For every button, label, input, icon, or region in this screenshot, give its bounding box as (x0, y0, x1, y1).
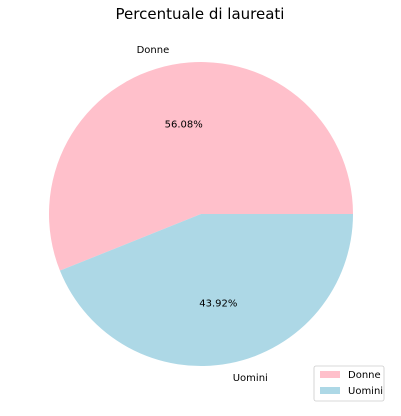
legend: Donne Uomini (313, 365, 385, 402)
percent-label-donne: 56.08% (165, 119, 203, 130)
chart-title: Percentuale di laureati (116, 5, 285, 23)
legend-entries: Donne Uomini (320, 370, 383, 397)
legend-label-uomini: Uomini (348, 386, 383, 397)
legend-label-donne: Donne (348, 370, 381, 381)
pie-labels: Donne 56.08% Uomini 43.92% (137, 45, 268, 384)
slice-label-uomini: Uomini (233, 373, 268, 384)
legend-swatch-uomini (320, 387, 340, 394)
pie-slice-donne (48, 61, 353, 271)
percent-label-uomini: 43.92% (199, 299, 237, 310)
pie-slices (48, 61, 353, 366)
slice-label-donne: Donne (137, 45, 170, 56)
legend-swatch-donne (320, 371, 340, 378)
pie-slice-uomini (59, 214, 353, 366)
